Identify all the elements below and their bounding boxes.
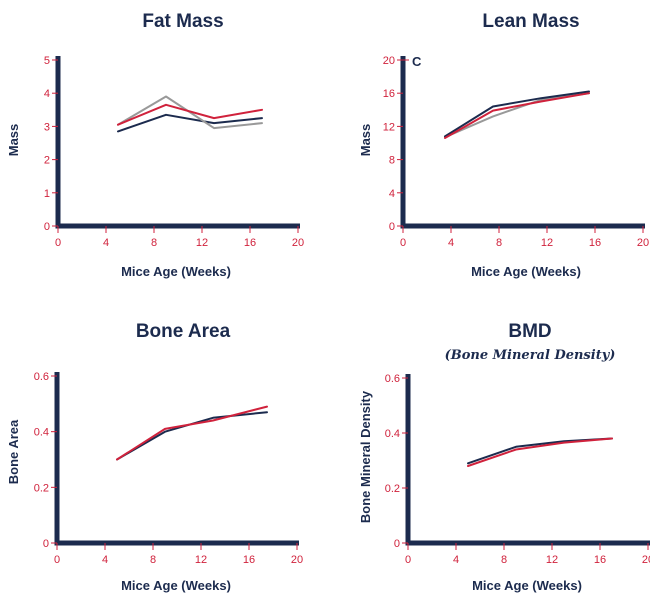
x-tick-label: 0 [55,237,61,249]
y-tick-label: 5 [44,55,50,67]
x-tick-label: 12 [546,554,558,566]
x-tick-label: 8 [501,554,507,566]
x-tick-label: 20 [292,237,304,249]
y-tick-label: 0.2 [385,483,400,495]
series-line-1 [444,92,590,139]
chart-panel-4: BMD (Bone Mineral Density) 0 4 8 12 16 20 0 0.2 0.… [358,321,650,593]
x-tick-label: 4 [448,237,454,249]
y-tick-label: 20 [383,55,395,67]
x-tick-label: 12 [196,237,208,249]
chart-title: BMD [508,321,551,342]
series-line-2 [116,405,268,461]
x-axis-label: Mice Age (Weeks) [472,578,582,593]
y-tick-label: 0 [389,221,395,233]
y-tick-label: 12 [383,121,395,133]
y-tick-label: 1 [44,188,50,200]
x-tick-label: 8 [496,237,502,249]
x-tick-label: 0 [400,237,406,249]
series-line-1 [116,411,268,461]
x-tick-label: 0 [405,554,411,566]
chart-title: Lean Mass [482,11,579,32]
series-line-3 [444,92,590,139]
x-tick-label: 16 [594,554,606,566]
x-tick-label: 12 [195,554,207,566]
chart-panel-2: Lean Mass 0 4 8 12 16 20 0 4 8 12 16 20 Mice Age (Wee… [358,11,649,279]
y-tick-label: 0.2 [34,482,49,494]
y-tick-label: 0 [43,538,49,550]
x-tick-label: 8 [151,237,157,249]
chart-panel-3: Bone Area 0 4 8 12 16 20 0 0.2 0.4 0.6 Mice Age (We… [6,321,303,593]
y-tick-label: 0 [394,538,400,550]
chart-subtitle: (Bone Mineral Density) [445,348,616,363]
x-tick-label: 4 [103,237,109,249]
y-tick-label: 0 [44,221,50,233]
y-tick-label: 0.6 [34,371,49,383]
x-tick-label: 20 [637,237,649,249]
x-tick-label: 4 [453,554,459,566]
y-axis-label: Bone Mineral Density [358,390,373,523]
chart-title: Fat Mass [142,11,223,32]
series-line-2 [444,90,590,138]
x-tick-label: 4 [102,554,108,566]
x-axis-label: Mice Age (Weeks) [471,264,581,279]
x-tick-label: 16 [589,237,601,249]
chart-title: Bone Area [136,321,231,342]
x-tick-label: 12 [541,237,553,249]
series-line-2 [467,437,613,467]
series-line-1 [117,113,263,133]
series-line-3 [117,103,263,126]
x-tick-label: 20 [642,554,650,566]
y-tick-label: 16 [383,88,395,100]
x-axis-label: Mice Age (Weeks) [121,578,231,593]
x-tick-label: 16 [243,554,255,566]
y-tick-label: 0.4 [34,427,49,439]
x-axis-label: Mice Age (Weeks) [121,264,231,279]
y-axis-label: Bone Area [6,419,21,484]
y-tick-label: 2 [44,155,50,167]
y-tick-label: 4 [389,188,395,200]
x-tick-label: 20 [291,554,303,566]
y-axis-label: Mass [358,124,373,157]
annotation-label: C [412,54,422,69]
x-tick-label: 0 [54,554,60,566]
x-tick-label: 16 [244,237,256,249]
y-tick-label: 0.4 [385,428,400,440]
y-tick-label: 0.6 [385,373,400,385]
y-tick-label: 4 [44,88,50,100]
y-tick-label: 8 [389,155,395,167]
x-tick-label: 8 [150,554,156,566]
y-tick-label: 3 [44,121,50,133]
y-axis-label: Mass [6,124,21,157]
